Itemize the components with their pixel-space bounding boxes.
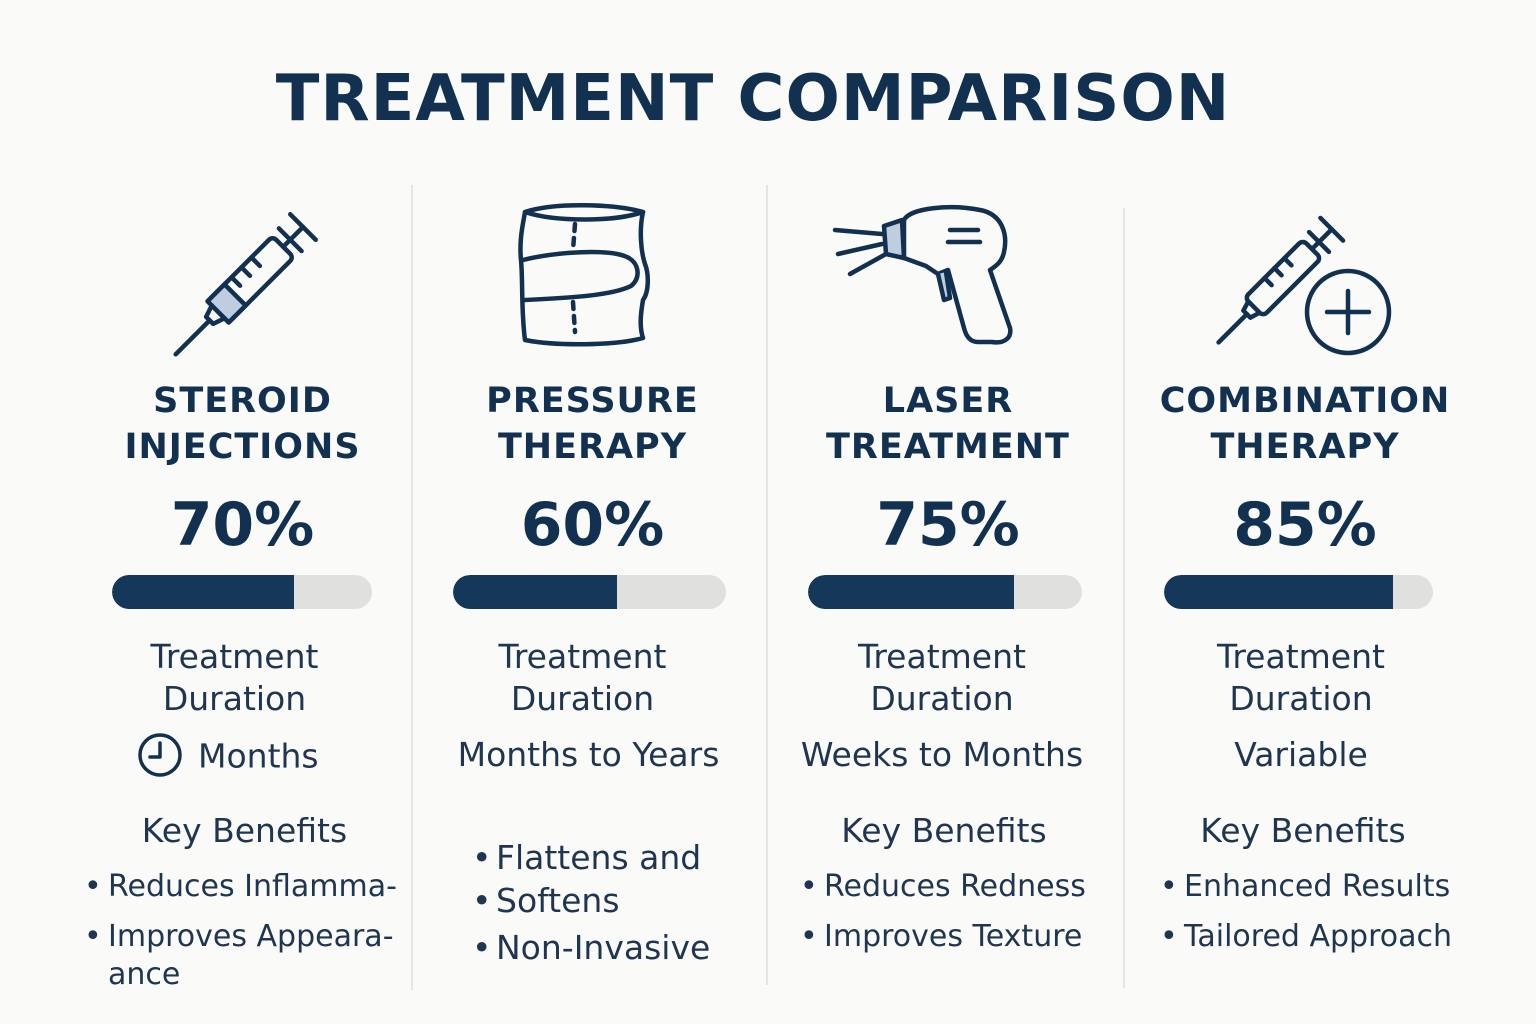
duration-label-line1: Treatment <box>1217 637 1385 676</box>
efficacy-progress-bar <box>453 575 726 609</box>
syringe-icon <box>173 212 318 357</box>
benefit-item: Improves Texture <box>800 918 1118 956</box>
treatment-name-line2: THERAPY <box>497 427 688 467</box>
efficacy-percentage: 75% <box>876 490 1020 560</box>
benefits-list: Enhanced Results Tailored Approach <box>1160 868 1470 956</box>
treatment-card-pressure-therapy: PRESSURE THERAPY 60% Treatment Duration … <box>420 190 765 1010</box>
treatment-name-line2: TREATMENT <box>826 427 1070 467</box>
benefit-item: Tailored Approach <box>1160 918 1470 956</box>
benefit-item: Non-Invasive <box>472 926 762 969</box>
efficacy-progress-fill <box>112 575 294 609</box>
page-title: TREATMENT COMPARISON <box>275 62 1231 136</box>
benefits-list: Reduces Inflamma- Improves Appeara- ance <box>84 868 404 994</box>
duration-value: Months <box>198 736 319 776</box>
treatment-name-line1: PRESSURE <box>486 381 699 421</box>
efficacy-progress-fill <box>453 575 617 609</box>
clock-icon <box>138 733 182 777</box>
efficacy-progress-bar <box>808 575 1082 609</box>
benefit-item: Enhanced Results <box>1160 868 1470 906</box>
treatment-name-line1: STEROID <box>153 381 332 421</box>
treatment-name: PRESSURE THERAPY <box>420 378 765 470</box>
benefit-item-continuation: Softens <box>472 879 762 922</box>
key-benefits-title: Key Benefits <box>841 811 1047 850</box>
duration-label-line2: Duration <box>162 679 307 718</box>
treatment-card-laser-treatment: LASER TREATMENT 75% Treatment Duration W… <box>778 190 1118 1010</box>
duration-label: Treatment Duration <box>410 636 755 720</box>
key-benefits-title: Key Benefits <box>141 811 348 850</box>
duration-label-line1: Treatment <box>150 637 319 676</box>
efficacy-percentage: 70% <box>170 490 315 560</box>
key-benefits-title: Key Benefits <box>1200 811 1406 850</box>
duration-value: Weeks to Months <box>800 735 1084 774</box>
treatment-name: STEROID INJECTIONS <box>80 378 405 470</box>
duration-label-line1: Treatment <box>858 637 1026 676</box>
benefits-list: Flattens and Softens Non-Invasive <box>472 836 762 969</box>
duration-value-row: Months <box>136 733 396 782</box>
benefit-item: Improves Appeara- <box>84 918 404 956</box>
benefit-item: Reduces Redness <box>800 868 1118 906</box>
duration-value: Months to Years <box>457 735 720 774</box>
column-divider <box>1123 208 1125 988</box>
efficacy-percentage: 85% <box>1233 490 1377 560</box>
treatment-icon-area <box>420 190 765 360</box>
duration-label-line2: Duration <box>1229 679 1373 718</box>
laser-device-icon <box>832 204 1013 345</box>
duration-label-line2: Duration <box>870 679 1014 718</box>
treatment-name: COMBINATION THERAPY <box>1140 378 1470 470</box>
treatment-icon-area <box>1140 190 1470 360</box>
syringe-plus-icon <box>1216 215 1392 356</box>
compression-sleeve-icon <box>518 202 650 347</box>
efficacy-progress-bar <box>1164 575 1433 609</box>
treatment-card-steroid-injections: STEROID INJECTIONS 70% Treatment Duratio… <box>80 190 405 1010</box>
efficacy-progress-fill <box>1164 575 1393 609</box>
column-divider <box>411 185 413 990</box>
duration-label-line2: Duration <box>510 679 655 718</box>
column-divider <box>766 185 768 985</box>
duration-value: Variable <box>1234 735 1368 774</box>
treatment-card-combination-therapy: COMBINATION THERAPY 85% Treatment Durati… <box>1140 190 1470 1010</box>
benefits-list: Reduces Redness Improves Texture <box>800 868 1118 956</box>
treatment-name-line2: INJECTIONS <box>124 427 361 467</box>
treatment-name: LASER TREATMENT <box>778 378 1118 470</box>
benefit-item: Flattens and <box>472 836 762 879</box>
benefit-item: Reduces Inflamma- <box>84 868 404 906</box>
duration-label-line1: Treatment <box>498 637 667 676</box>
duration-label: Treatment Duration <box>72 636 397 720</box>
duration-label: Treatment Duration <box>1136 636 1466 720</box>
efficacy-progress-fill <box>808 575 1014 609</box>
duration-label: Treatment Duration <box>772 636 1112 720</box>
efficacy-percentage: 60% <box>520 490 665 560</box>
efficacy-progress-bar <box>112 575 372 609</box>
treatment-name-line2: THERAPY <box>1210 427 1400 467</box>
treatment-name-line1: LASER <box>882 381 1014 421</box>
benefit-item-continuation: ance <box>108 957 181 992</box>
treatment-icon-area <box>778 190 1118 360</box>
treatment-name-line1: COMBINATION <box>1159 381 1451 421</box>
treatment-icon-area <box>80 190 405 360</box>
